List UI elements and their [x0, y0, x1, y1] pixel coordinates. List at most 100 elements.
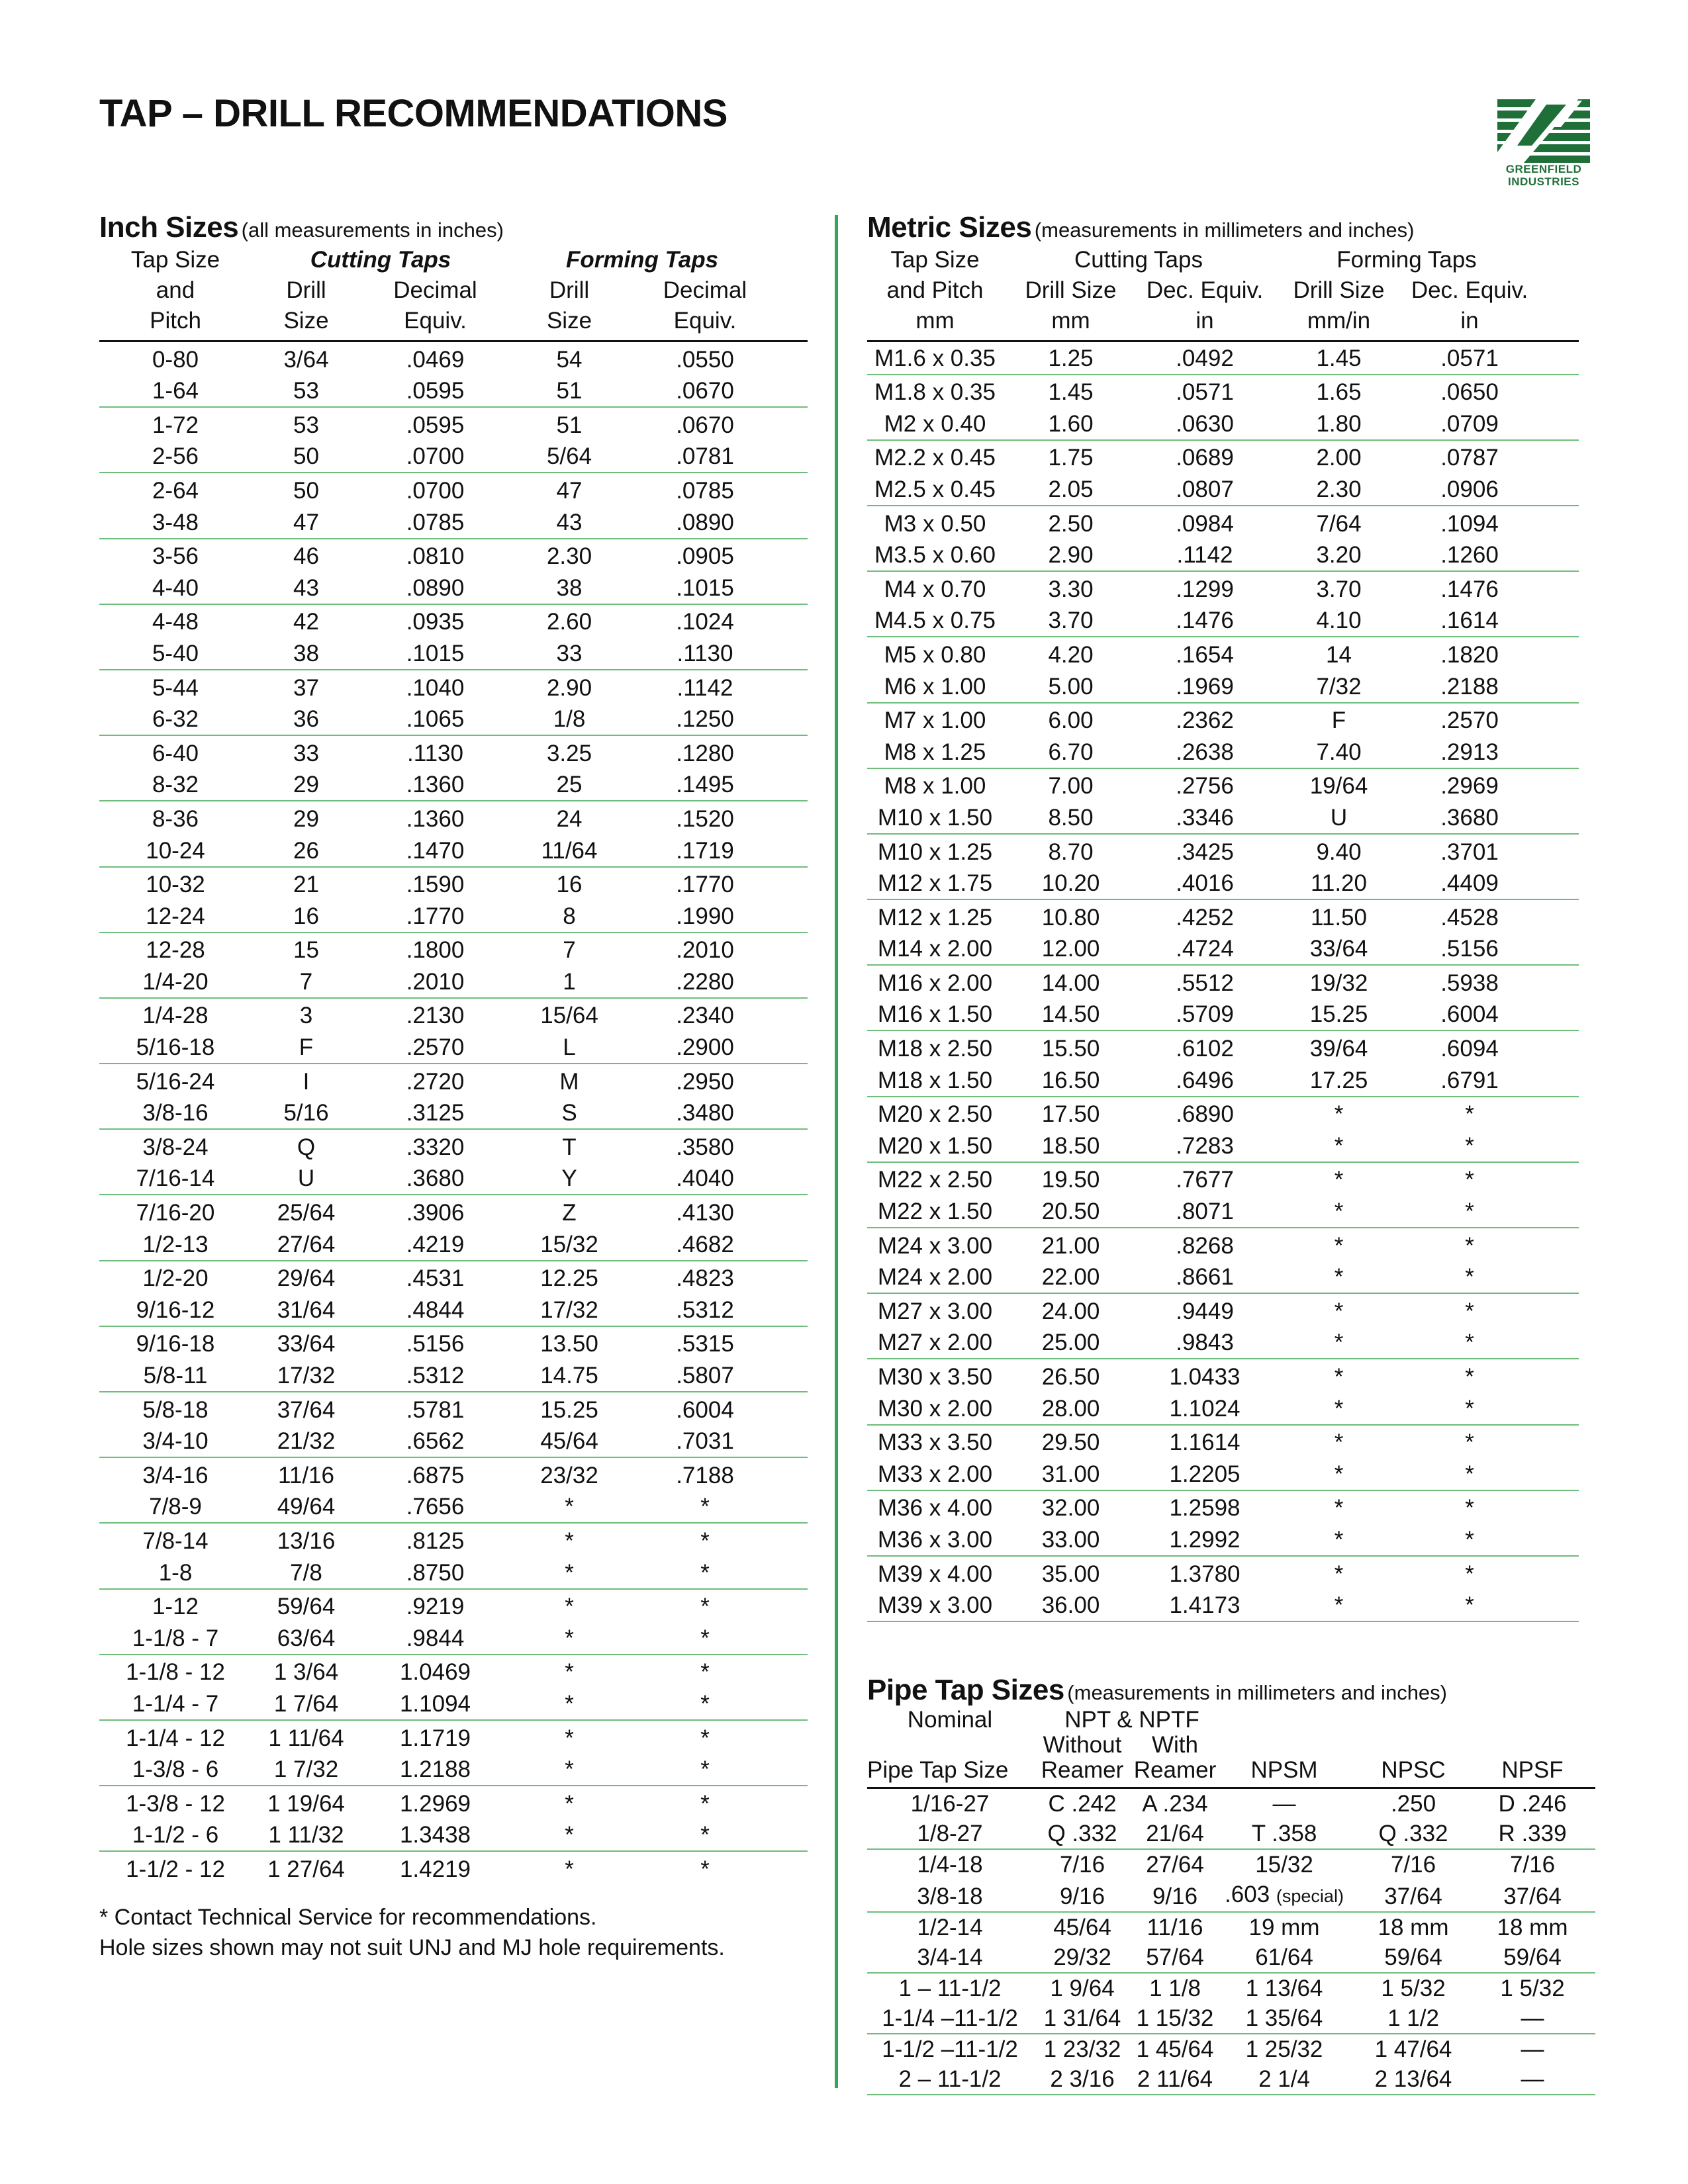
inch-cell: 33 [293, 740, 319, 766]
pipe-cell: 1 25/32 [1218, 2034, 1350, 2064]
inch-cell: 5-44 [152, 674, 199, 701]
table-row: M4.5 x 0.75 3.70 .1476 4.10 .1614 [867, 605, 1579, 638]
table-row: 3/4-10 21/32 .6562 45/64 .7031 [99, 1426, 808, 1459]
metric-cell: F [1331, 707, 1346, 734]
metric-cell: .0787 [1440, 445, 1499, 471]
metric-cell: M27 x 3.00 [877, 1298, 993, 1324]
table-row: 1/4-18 7/16 27/64 15/32 7/16 7/16 [867, 1850, 1595, 1880]
table-row: M33 x 2.00 31.00 1.2205 * * [867, 1458, 1579, 1491]
special-note: (special) [1276, 1886, 1344, 1906]
inch-cell: 14.75 [540, 1363, 598, 1388]
inch-cell: .2340 [676, 1003, 734, 1029]
inch-cell: 37 [293, 674, 319, 701]
metric-header-form-drill-2: mm/in [1307, 308, 1371, 334]
inch-cell: 26 [293, 837, 319, 864]
inch-cell: * [565, 1559, 574, 1586]
table-row: M1.8 x 0.35 1.45 .0571 1.65 .0650 [867, 375, 1579, 408]
pipe-cell-value: 1 25/32 [1245, 2036, 1323, 2062]
metric-cell: .4016 [1176, 870, 1234, 897]
pipe-cell: Q .332 [1033, 1819, 1132, 1848]
metric-cell: .1142 [1176, 542, 1233, 569]
metric-cell: .2756 [1176, 773, 1234, 799]
pipe-cell-value: 18 mm [1378, 1915, 1449, 1940]
table-row: 7/8-14 13/16 .8125 * * [99, 1524, 808, 1557]
inch-cell: .0935 [406, 609, 465, 635]
inch-cell: 5/16-24 [136, 1068, 215, 1095]
inch-cell: .1280 [676, 740, 734, 766]
pipe-cell: 45/64 [1033, 1913, 1132, 1942]
pipe-cell-value: 61/64 [1255, 1944, 1313, 1970]
metric-cell: .8661 [1176, 1264, 1234, 1291]
pipe-cell-value: — [1521, 2036, 1544, 2062]
inch-cell: * [565, 1494, 574, 1520]
table-row: 3/4-16 11/16 .6875 23/32 .7188 [99, 1458, 808, 1491]
metric-cell: * [1334, 1264, 1344, 1291]
inch-cell: 3/64 [283, 346, 329, 373]
pipe-tap-title: Pipe Tap Sizes [867, 1674, 1064, 1706]
inch-cell: 1-1/4 - 7 [132, 1690, 219, 1717]
metric-cell: * [1465, 1592, 1474, 1619]
pipe-cell: Q .332 [1350, 1819, 1476, 1848]
inch-cell: .3125 [406, 1100, 465, 1126]
metric-cell: .0709 [1440, 410, 1499, 437]
inch-cell: .1360 [406, 772, 465, 798]
pipe-header-nominal: Nominal [907, 1707, 993, 1733]
inch-cell: .8750 [406, 1559, 465, 1586]
inch-cell: 49/64 [277, 1494, 336, 1520]
inch-cell: F [299, 1034, 314, 1061]
metric-cell: .1094 [1440, 510, 1499, 537]
inch-cell: .3480 [676, 1100, 734, 1126]
inch-cell: 1 11/64 [268, 1725, 344, 1751]
inch-cell: .3320 [406, 1134, 465, 1160]
inch-cell: .0469 [406, 346, 465, 373]
metric-cell: M16 x 2.00 [877, 970, 993, 996]
metric-header-form-dec-2: in [1460, 308, 1479, 334]
metric-cell: M33 x 2.00 [877, 1461, 993, 1487]
inch-cell: 1 7/64 [273, 1690, 339, 1717]
pipe-cell-value: D .246 [1498, 1791, 1567, 1817]
pipe-cell: 1 13/64 [1218, 1974, 1350, 2003]
inch-footnote-2: Hole sizes shown may not suit UNJ and MJ… [99, 1934, 725, 1960]
pipe-tap-sizes-section: Pipe Tap Sizes (measurements in millimet… [867, 1673, 1595, 2095]
inch-cell: * [700, 1790, 710, 1817]
pipe-cell-value: Q .332 [1378, 1821, 1448, 1846]
inch-cell: * [565, 1659, 574, 1686]
pipe-cell: 1 1/2 [1350, 2003, 1476, 2033]
inch-cell: .0890 [406, 574, 465, 601]
inch-cell: 8 [563, 903, 576, 929]
metric-cell: .5709 [1176, 1001, 1234, 1028]
metric-cell: * [1465, 1298, 1474, 1324]
pipe-cell: 11/16 [1132, 1913, 1218, 1942]
pipe-cell-value: 1 9/64 [1050, 1976, 1115, 2001]
metric-cell: * [1465, 1132, 1474, 1159]
pipe-cell: 1/16-27 [867, 1789, 1033, 1819]
metric-cell: M8 x 1.25 [884, 739, 986, 765]
inch-cell: .1470 [406, 837, 465, 864]
pipe-header-without: Without [1043, 1732, 1122, 1758]
inch-cell: 1-1/4 - 12 [126, 1725, 225, 1751]
metric-cell: * [1334, 1395, 1344, 1422]
inch-cell: .1130 [677, 640, 733, 666]
inch-cell: 2.90 [546, 674, 592, 701]
pipe-cell-value: 1 1/8 [1149, 1976, 1201, 2001]
metric-cell: 7/64 [1316, 510, 1362, 537]
metric-cell: .3425 [1176, 839, 1234, 865]
metric-cell: 20.50 [1041, 1199, 1100, 1225]
metric-cell: 1.65 [1316, 379, 1362, 406]
table-row: M39 x 4.00 35.00 1.3780 * * [867, 1557, 1579, 1590]
inch-cell: 8-36 [152, 805, 199, 832]
pipe-cell-value: 3/4-14 [917, 1944, 983, 1970]
pipe-cell: 2 13/64 [1350, 2064, 1476, 2094]
pipe-cell-value: — [1272, 1791, 1296, 1817]
metric-header-tapsize-1: Tap Size [890, 247, 980, 273]
table-row: 1-1/4 - 12 1 11/64 1.1719 * * [99, 1721, 808, 1754]
inch-cell: .5312 [406, 1363, 465, 1388]
metric-cell: M33 x 3.50 [877, 1430, 993, 1456]
inch-cell: .1040 [406, 674, 465, 701]
inch-cell: 3.25 [546, 740, 592, 766]
metric-cell: M20 x 1.50 [877, 1132, 993, 1159]
pipe-cell-value: 7/16 [1059, 1852, 1105, 1878]
pipe-cell-value: 21/64 [1146, 1821, 1204, 1846]
inch-cell: 16 [293, 903, 319, 929]
inch-cell: 1 27/64 [267, 1856, 345, 1882]
